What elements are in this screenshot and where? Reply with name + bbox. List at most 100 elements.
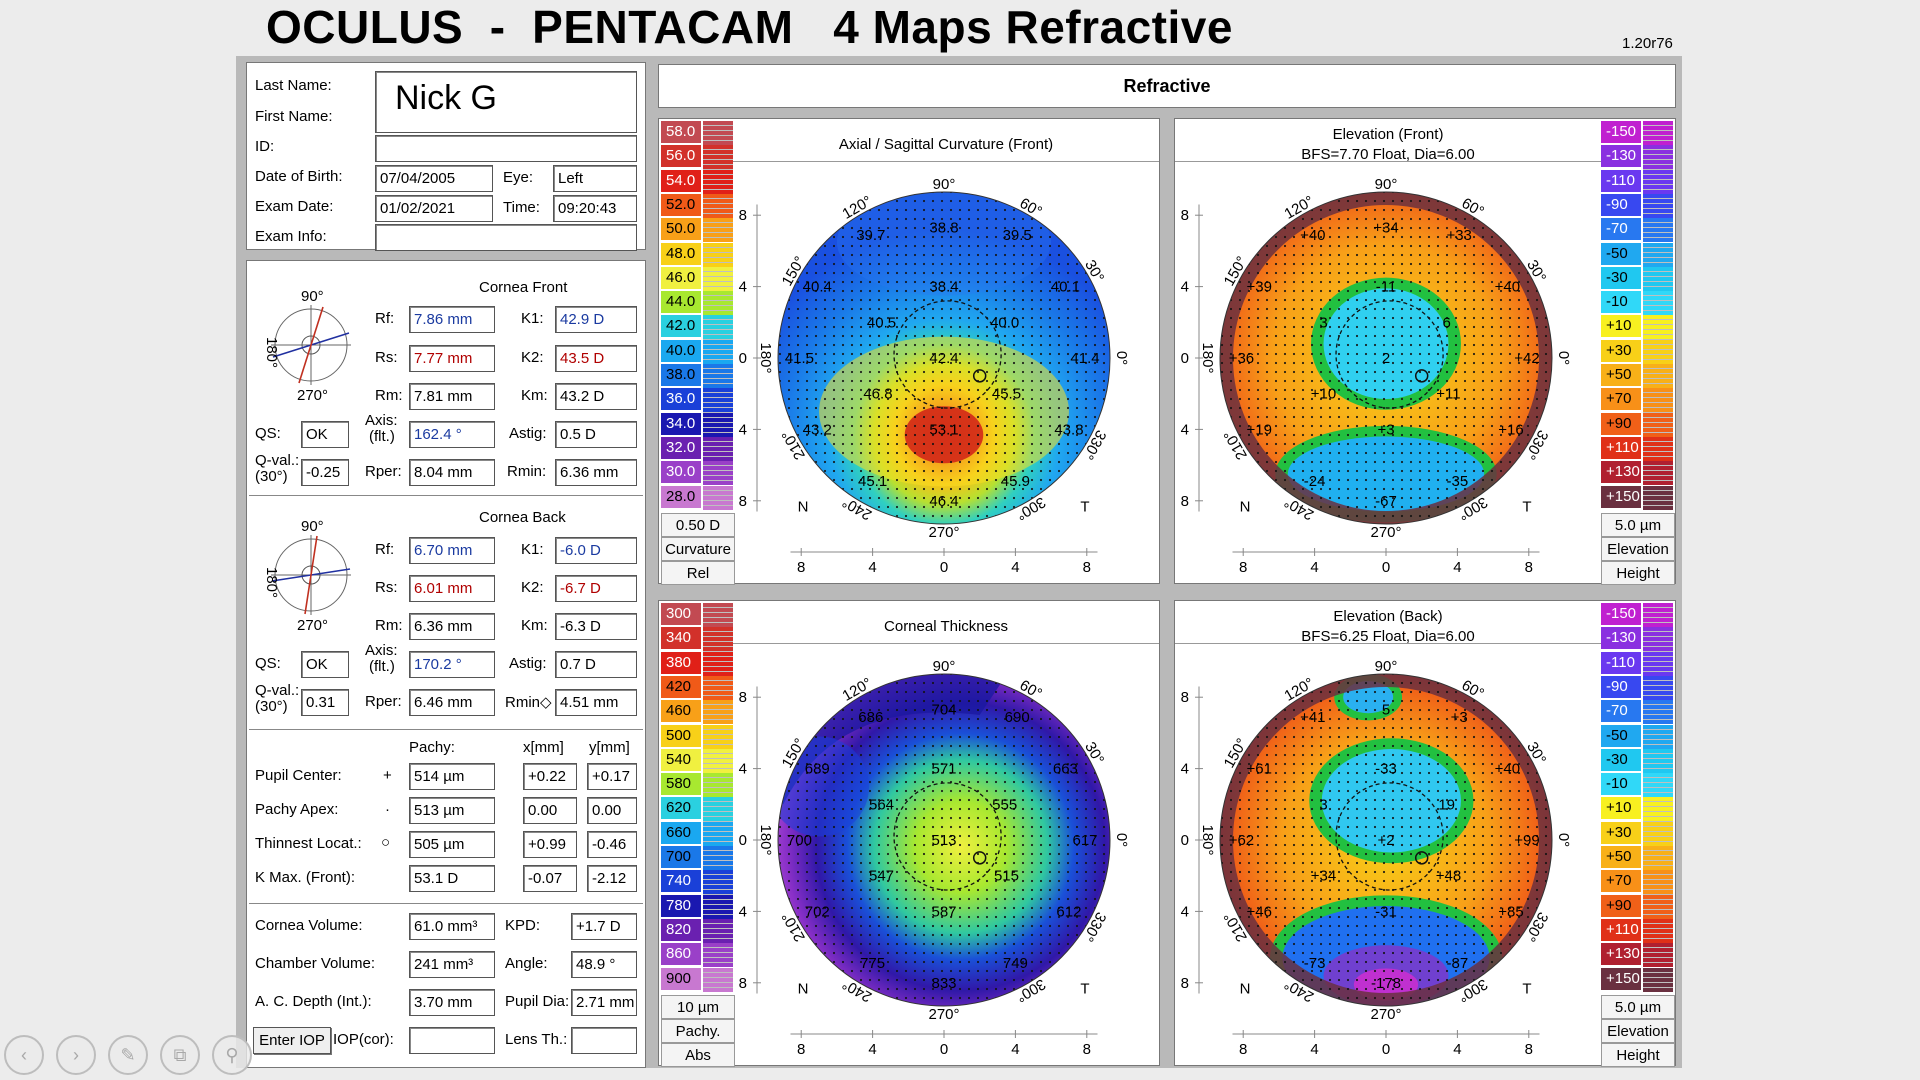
- map-value-label: 43.2: [803, 421, 832, 438]
- back-k2-field[interactable]: -6.7 D: [555, 575, 637, 602]
- back-rper-field[interactable]: 6.46 mm: [409, 689, 495, 716]
- enter-iop-button[interactable]: Enter IOP: [253, 1027, 331, 1054]
- scale-footer-cell[interactable]: 5.0 µm: [1601, 513, 1675, 537]
- degree-label-0: 0°: [1555, 351, 1572, 365]
- back-km-label: Km:: [521, 617, 548, 634]
- cornea-back-title: Cornea Back: [479, 509, 566, 526]
- front-qs-field[interactable]: OK: [301, 421, 349, 448]
- back-astig-field[interactable]: 0.7 D: [555, 651, 637, 678]
- y-value-field[interactable]: +0.17: [587, 763, 637, 790]
- y-value-field[interactable]: -2.12: [587, 865, 637, 892]
- front-k2-field[interactable]: 43.5 D: [555, 345, 637, 372]
- iop-cor-field[interactable]: [409, 1027, 495, 1054]
- map-value-label: 40.5: [867, 314, 896, 331]
- map-value-label: +3: [1451, 709, 1468, 726]
- cornea-back-axis-compass: 90° 270° 180° 0°: [263, 518, 361, 634]
- scale-swatch: 30.0: [661, 461, 701, 484]
- copy-icon[interactable]: ⧉: [160, 1035, 200, 1075]
- front-k1-field[interactable]: 42.9 D: [555, 306, 637, 333]
- exam-date-field[interactable]: 01/02/2021: [375, 195, 493, 222]
- forward-icon[interactable]: ›: [56, 1035, 96, 1075]
- scale-ramp: [703, 218, 733, 243]
- degree-label-0: 0°: [1113, 833, 1130, 847]
- zoom-icon[interactable]: ⚲: [212, 1035, 252, 1075]
- front-rs-field[interactable]: 7.77 mm: [409, 345, 495, 372]
- front-qval-field[interactable]: -0.25: [301, 459, 349, 486]
- back-qs-field[interactable]: OK: [301, 651, 349, 678]
- y-value-field[interactable]: 0.00: [587, 797, 637, 824]
- front-astig-field[interactable]: 0.5 D: [555, 421, 637, 448]
- time-field[interactable]: 09:20:43: [553, 195, 637, 222]
- dob-field[interactable]: 07/04/2005: [375, 165, 493, 192]
- front-axis-field[interactable]: 162.4 °: [409, 421, 495, 448]
- back-km-field[interactable]: -6.3 D: [555, 613, 637, 640]
- map-value-label: 555: [992, 796, 1017, 813]
- scale-footer-cell[interactable]: 0.50 D: [661, 513, 735, 537]
- scale-footer-cell[interactable]: 5.0 µm: [1601, 995, 1675, 1019]
- dob-label: Date of Birth:: [255, 168, 343, 185]
- name-field[interactable]: [375, 71, 637, 133]
- scale-swatch: +130: [1601, 943, 1641, 966]
- scale-swatch: 52.0: [661, 193, 701, 216]
- pachy-value-field[interactable]: 514 µm: [409, 763, 495, 790]
- x-value-field[interactable]: +0.99: [523, 831, 577, 858]
- y-col-header: y[mm]: [589, 739, 630, 756]
- angle-field[interactable]: 48.9 °: [571, 951, 637, 978]
- map-value-label: 19: [1438, 796, 1455, 813]
- back-icon[interactable]: ‹: [4, 1035, 44, 1075]
- section-divider: [249, 495, 643, 496]
- exam-info-field[interactable]: [375, 224, 637, 251]
- scale-swatch: -150: [1601, 121, 1641, 143]
- map-value-label: 41.5: [785, 350, 814, 367]
- back-axis-field[interactable]: 170.2 °: [409, 651, 495, 678]
- back-rf-field[interactable]: 6.70 mm: [409, 537, 495, 564]
- map-value-label: 45.1: [858, 473, 887, 490]
- pachy-value-field[interactable]: 505 µm: [409, 831, 495, 858]
- kpd-field[interactable]: +1.7 D: [571, 913, 637, 940]
- map-panel-elevation-back: Elevation (Back) BFS=6.25 Float, Dia=6.00…: [1174, 600, 1676, 1067]
- back-axis-label: Axis:: [365, 642, 398, 659]
- back-rm-field[interactable]: 6.36 mm: [409, 613, 495, 640]
- map-value-label: +40: [1495, 761, 1520, 778]
- front-rm-field[interactable]: 7.81 mm: [409, 383, 495, 410]
- scale-swatch: +130: [1601, 461, 1641, 484]
- id-field[interactable]: [375, 135, 637, 162]
- degree-label-90: 90°: [933, 176, 956, 193]
- x-value-field[interactable]: +0.22: [523, 763, 577, 790]
- chamber-volume-field[interactable]: 241 mm³: [409, 951, 495, 978]
- map-value-label: 40.0: [990, 314, 1019, 331]
- pachy-value-field[interactable]: 53.1 D: [409, 865, 495, 892]
- y-value-field[interactable]: -0.46: [587, 831, 637, 858]
- x-value-field[interactable]: 0.00: [523, 797, 577, 824]
- lens-th-field[interactable]: [571, 1027, 637, 1054]
- front-rmin-field[interactable]: 6.36 mm: [555, 459, 637, 486]
- map-value-label: +33: [1446, 227, 1471, 244]
- front-rf-field[interactable]: 7.86 mm: [409, 306, 495, 333]
- back-qval-field[interactable]: 0.31: [301, 689, 349, 716]
- pupil-dia-field[interactable]: 2.71 mm: [571, 989, 637, 1016]
- map-value-label: 833: [931, 975, 956, 992]
- back-k1-label: K1:: [521, 541, 544, 558]
- cornea-volume-field[interactable]: 61.0 mm³: [409, 913, 495, 940]
- scale-ramp: [1643, 870, 1673, 895]
- back-k1-field[interactable]: -6.0 D: [555, 537, 637, 564]
- x-value-field[interactable]: -0.07: [523, 865, 577, 892]
- y-tick-label: 0: [739, 832, 747, 849]
- back-k2-label: K2:: [521, 579, 544, 596]
- scale-swatch: 620: [661, 797, 701, 820]
- ac-depth-field[interactable]: 3.70 mm: [409, 989, 495, 1016]
- back-rs-field[interactable]: 6.01 mm: [409, 575, 495, 602]
- pachy-value-field[interactable]: 513 µm: [409, 797, 495, 824]
- eye-field[interactable]: Left: [553, 165, 637, 192]
- back-rs-label: Rs:: [375, 579, 398, 596]
- scale-footer-cell[interactable]: 10 µm: [661, 995, 735, 1019]
- front-rper-field[interactable]: 8.04 mm: [409, 459, 495, 486]
- front-km-field[interactable]: 43.2 D: [555, 383, 637, 410]
- pen-icon[interactable]: ✎: [108, 1035, 148, 1075]
- back-rmin-field[interactable]: 4.51 mm: [555, 689, 637, 716]
- temporal-label: T: [1080, 981, 1089, 998]
